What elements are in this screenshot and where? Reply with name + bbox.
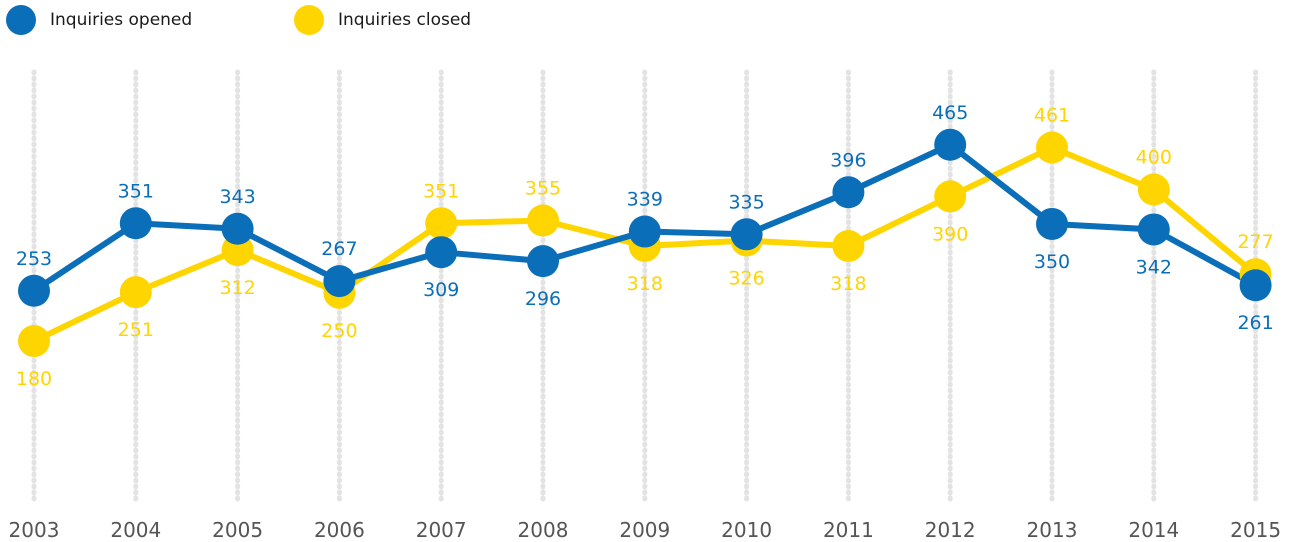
data-label-opened-2009: 339 bbox=[627, 189, 663, 211]
data-label-opened-2015: 261 bbox=[1237, 312, 1273, 334]
legend-marker-closed bbox=[294, 5, 324, 35]
data-label-closed-2009: 318 bbox=[627, 273, 663, 295]
data-label-closed-2015: 277 bbox=[1237, 231, 1273, 253]
x-axis-ticks: 2003 2004 2005 2006 2007 2008 2009 2010 2011 2012… bbox=[9, 518, 1282, 542]
x-tick-label-2011: 2011 bbox=[823, 518, 874, 542]
data-label-opened-2008: 296 bbox=[525, 288, 561, 310]
data-label-opened-2013: 350 bbox=[1034, 251, 1070, 273]
data-label-opened-2010: 335 bbox=[728, 191, 764, 213]
data-point-opened-2011 bbox=[832, 176, 865, 209]
data-point-opened-2013 bbox=[1036, 207, 1068, 240]
data-label-opened-2014: 342 bbox=[1136, 256, 1172, 278]
legend-label-closed: Inquiries closed bbox=[338, 10, 472, 30]
data-point-opened-2014 bbox=[1137, 213, 1170, 246]
data-label-opened-2011: 396 bbox=[830, 149, 866, 171]
data-labels: 180 251 312 250 351 355 318 326 318 390 461 400 277 2… bbox=[16, 102, 1274, 390]
x-tick-label-2007: 2007 bbox=[416, 518, 467, 542]
legend-item-opened: Inquiries opened bbox=[6, 5, 192, 35]
x-tick-label-2015: 2015 bbox=[1230, 518, 1281, 542]
data-point-closed-2011 bbox=[832, 229, 865, 262]
data-point-opened-2007 bbox=[425, 236, 458, 269]
legend-marker-opened bbox=[6, 5, 36, 35]
data-label-closed-2012: 390 bbox=[932, 223, 968, 245]
data-point-closed-2014 bbox=[1137, 173, 1170, 206]
legend-label-opened: Inquiries opened bbox=[50, 10, 193, 30]
data-label-opened-2004: 351 bbox=[118, 180, 154, 202]
data-label-closed-2004: 251 bbox=[118, 319, 154, 341]
data-point-opened-2003 bbox=[18, 274, 50, 307]
data-label-opened-2005: 343 bbox=[219, 186, 255, 208]
data-label-closed-2013: 461 bbox=[1034, 105, 1070, 127]
data-label-closed-2011: 318 bbox=[830, 273, 866, 295]
x-tick-label-2006: 2006 bbox=[314, 518, 365, 542]
data-label-closed-2007: 351 bbox=[423, 180, 459, 202]
data-point-closed-2003 bbox=[18, 325, 50, 358]
data-label-closed-2003: 180 bbox=[16, 368, 52, 390]
data-point-closed-2012 bbox=[934, 180, 967, 213]
data-point-closed-2013 bbox=[1036, 131, 1068, 164]
data-label-closed-2010: 326 bbox=[728, 267, 764, 289]
data-label-opened-2007: 309 bbox=[423, 279, 459, 301]
data-point-opened-2009 bbox=[628, 215, 661, 248]
data-label-closed-2005: 312 bbox=[219, 277, 255, 299]
data-points bbox=[18, 128, 1272, 358]
data-point-opened-2015 bbox=[1239, 269, 1272, 302]
x-tick-label-2008: 2008 bbox=[518, 518, 569, 542]
data-point-closed-2004 bbox=[119, 276, 152, 309]
data-point-opened-2005 bbox=[221, 212, 254, 245]
x-tick-label-2013: 2013 bbox=[1027, 518, 1078, 542]
data-label-opened-2006: 267 bbox=[321, 238, 357, 260]
x-tick-label-2005: 2005 bbox=[212, 518, 263, 542]
x-tick-label-2009: 2009 bbox=[619, 518, 670, 542]
x-tick-label-2012: 2012 bbox=[925, 518, 976, 542]
legend-item-closed: Inquiries closed bbox=[294, 5, 471, 35]
x-tick-label-2004: 2004 bbox=[110, 518, 161, 542]
legend: Inquiries opened Inquiries closed bbox=[0, 0, 1293, 44]
data-point-opened-2012 bbox=[934, 128, 967, 161]
data-point-opened-2006 bbox=[323, 265, 356, 298]
data-label-closed-2006: 250 bbox=[321, 320, 357, 342]
data-point-closed-2007 bbox=[425, 207, 458, 240]
data-label-opened-2012: 465 bbox=[932, 102, 968, 124]
data-point-closed-2008 bbox=[527, 204, 559, 237]
x-tick-label-2010: 2010 bbox=[721, 518, 772, 542]
x-tick-label-2003: 2003 bbox=[9, 518, 60, 542]
data-label-closed-2008: 355 bbox=[525, 178, 561, 200]
data-point-opened-2008 bbox=[527, 245, 559, 278]
data-label-closed-2014: 400 bbox=[1136, 147, 1172, 169]
x-tick-label-2014: 2014 bbox=[1128, 518, 1179, 542]
data-point-opened-2010 bbox=[730, 218, 763, 251]
data-point-opened-2004 bbox=[119, 207, 152, 240]
data-label-opened-2003: 253 bbox=[16, 248, 52, 270]
